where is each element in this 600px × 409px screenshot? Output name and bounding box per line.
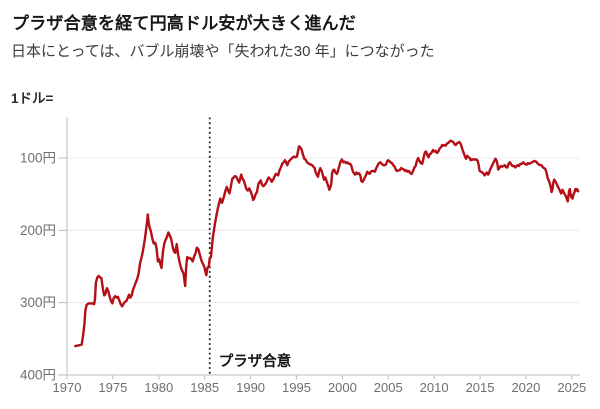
x-tick-label: 2025: [557, 380, 586, 395]
x-tick-label: 2020: [511, 380, 540, 395]
x-tick-label: 2005: [374, 380, 403, 395]
x-tick-label: 2015: [466, 380, 495, 395]
plaza-accord-annotation: プラザ合意: [218, 354, 292, 370]
chart-title: プラザ合意を経て円高ドル安が大きく進んだ: [12, 14, 356, 33]
x-tick-label: 2010: [420, 380, 449, 395]
y-axis-unit-label: 1ドル=: [11, 91, 54, 106]
x-tick-label: 2000: [328, 380, 357, 395]
x-tick-label: 1985: [190, 380, 219, 395]
usd-jpy-line: [74, 139, 580, 348]
y-tick-label: 300円: [20, 295, 56, 310]
chart-subtitle: 日本にとっては、バブル崩壊や「失われた30 年」につながった: [11, 43, 435, 60]
x-tick-label: 1990: [236, 380, 265, 395]
x-tick-label: 1980: [144, 380, 173, 395]
y-tick-label: 400円: [20, 368, 56, 383]
y-tick-label: 200円: [20, 223, 56, 238]
x-tick-label: 1995: [282, 380, 311, 395]
y-tick-label: 100円: [20, 151, 56, 166]
x-tick-label: 1975: [98, 380, 127, 395]
x-tick-label: 1970: [53, 380, 82, 395]
